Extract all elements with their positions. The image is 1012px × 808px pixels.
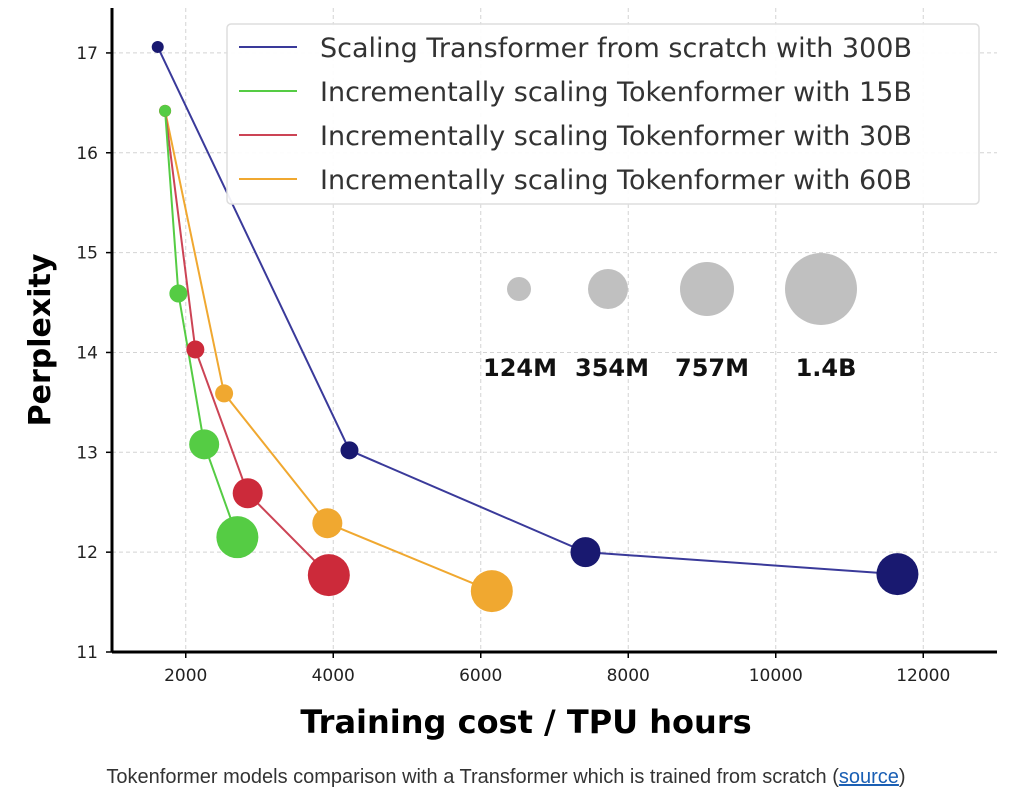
y-tick-label: 11 — [76, 643, 98, 663]
series-points — [151, 40, 919, 613]
size-legend-marker — [588, 269, 628, 309]
series-line — [164, 110, 239, 538]
data-point — [232, 478, 263, 509]
data-point — [470, 570, 513, 613]
size-legend-marker — [507, 277, 531, 301]
y-tick-label: 14 — [76, 343, 98, 363]
legend-label: Incrementally scaling Tokenformer with 6… — [320, 165, 912, 196]
data-point — [307, 554, 350, 597]
data-point — [151, 40, 164, 53]
y-tick-label: 16 — [76, 144, 98, 164]
legend-label: Scaling Transformer from scratch with 30… — [320, 33, 912, 64]
data-point — [570, 537, 601, 568]
x-tick-label: 12000 — [896, 666, 950, 686]
size-legend-label: 757M — [675, 354, 749, 382]
x-tick-label: 6000 — [459, 666, 502, 686]
perplexity-vs-training-cost-chart: 2000 4000 6000 8000 10000 12000 11 12 13 14 15 16 17… — [23, 8, 997, 741]
data-point — [159, 104, 172, 117]
size-legend-marker — [785, 253, 857, 325]
size-legend-label: 124M — [483, 354, 557, 382]
source-link[interactable]: source — [838, 766, 899, 788]
legend-label: Incrementally scaling Tokenformer with 1… — [320, 77, 912, 108]
size-legend-marker — [680, 262, 734, 316]
y-axis-label: Perplexity — [23, 253, 58, 426]
data-point — [876, 553, 919, 596]
size-legend: 124M 354M 757M 1.4B — [483, 253, 857, 382]
x-tick-label: 2000 — [164, 666, 207, 686]
axes: 2000 4000 6000 8000 10000 12000 11 12 13 14 15 16 17 — [76, 8, 997, 686]
caption-suffix: ) — [898, 766, 906, 788]
x-tick-label: 4000 — [312, 666, 355, 686]
data-point — [215, 384, 234, 403]
series-line — [164, 110, 493, 593]
data-point — [189, 429, 220, 460]
legend-label: Incrementally scaling Tokenformer with 3… — [320, 121, 912, 152]
series-lines — [156, 46, 898, 593]
series-line — [164, 110, 330, 576]
size-legend-label: 354M — [575, 354, 649, 382]
x-tick-label: 10000 — [749, 666, 803, 686]
data-point — [216, 516, 259, 559]
figure-caption: Tokenformer models comparison with a Tra… — [0, 766, 1012, 789]
data-point — [340, 441, 359, 460]
x-tick-label: 8000 — [607, 666, 650, 686]
y-tick-label: 15 — [76, 244, 98, 264]
y-tick-label: 13 — [76, 443, 98, 463]
data-point — [169, 284, 188, 303]
size-legend-label: 1.4B — [796, 354, 857, 382]
data-point — [312, 508, 343, 539]
x-axis-label: Training cost / TPU hours — [300, 703, 751, 741]
caption-text: Tokenformer models comparison with a Tra… — [106, 766, 839, 788]
legend-box — [226, 23, 980, 205]
y-tick-label: 12 — [76, 543, 98, 563]
data-point — [186, 340, 205, 359]
legend: Scaling Transformer from scratch with 30… — [226, 23, 980, 205]
y-tick-label: 17 — [76, 44, 98, 64]
series-line — [156, 46, 898, 576]
